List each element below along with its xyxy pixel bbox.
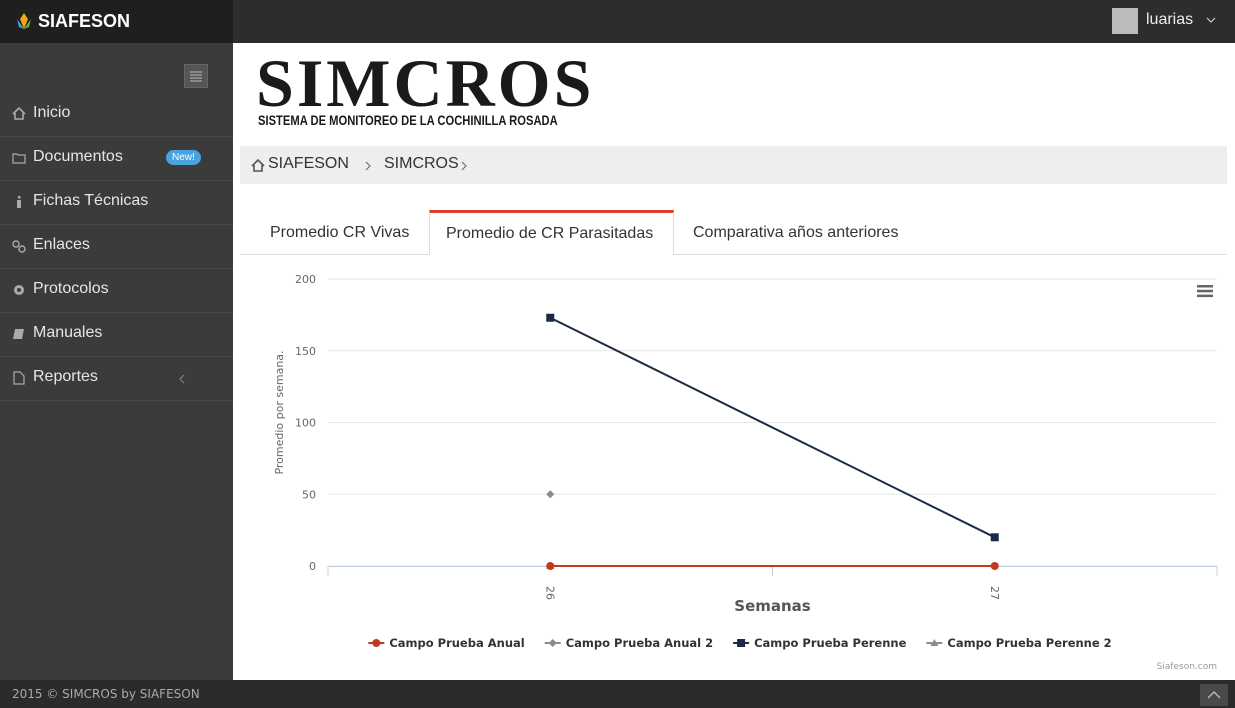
tab-line bbox=[240, 254, 1227, 255]
home-icon bbox=[251, 159, 265, 172]
menu-item[interactable]: Reportes bbox=[0, 357, 233, 401]
menu-item[interactable]: Manuales bbox=[0, 313, 233, 357]
menu-icon bbox=[12, 371, 26, 385]
menu-item[interactable]: Enlaces bbox=[0, 225, 233, 269]
menu-label: Enlaces bbox=[33, 236, 90, 254]
user-menu[interactable]: luarias bbox=[1146, 11, 1193, 29]
legend-label: Campo Prueba Anual 2 bbox=[566, 636, 713, 650]
menu-icon bbox=[12, 151, 26, 165]
menu-label: Documentos bbox=[33, 148, 123, 166]
legend-label: Campo Prueba Perenne 2 bbox=[947, 636, 1111, 650]
legend-item[interactable]: Campo Prueba Perenne bbox=[733, 636, 906, 650]
breadcrumb-link[interactable]: SIAFESON bbox=[268, 155, 349, 173]
tab[interactable]: Comparativa años anteriores bbox=[674, 210, 954, 254]
chart-menu-bar bbox=[1197, 285, 1213, 288]
menu-icon bbox=[12, 107, 26, 121]
logo-subtitle: SISTEMA DE MONITOREO DE LA COCHINILLA RO… bbox=[258, 112, 558, 128]
x-tick-label: 27 bbox=[988, 586, 1001, 600]
chart-menu-bar bbox=[1197, 290, 1213, 293]
tab[interactable]: Promedio CR Vivas bbox=[240, 210, 429, 254]
footer-text: 2015 © SIMCROS by SIAFESON bbox=[12, 687, 200, 701]
scroll-up-icon bbox=[1207, 690, 1221, 700]
y-tick-label: 0 bbox=[309, 560, 316, 573]
brand[interactable]: SIAFESON bbox=[38, 11, 130, 32]
brand-icon bbox=[14, 11, 34, 31]
point bbox=[991, 533, 999, 541]
menu-label: Fichas Técnicas bbox=[33, 192, 148, 210]
y-tick-label: 200 bbox=[295, 273, 316, 286]
y-tick-label: 150 bbox=[295, 345, 316, 358]
x-axis-title: Semanas bbox=[734, 597, 811, 615]
avatar[interactable] bbox=[1112, 8, 1138, 34]
chart: 0 50 100 150 200 26 27 Semanas Promedio por sema… bbox=[233, 256, 1235, 680]
x-tick-label: 26 bbox=[543, 586, 556, 600]
point bbox=[546, 562, 554, 570]
menu-icon bbox=[12, 239, 26, 253]
sidebar-toggle[interactable] bbox=[184, 64, 208, 88]
menu-item[interactable]: Protocolos bbox=[0, 269, 233, 313]
menu-label: Inicio bbox=[33, 104, 70, 122]
menu-item[interactable]: Fichas Técnicas bbox=[0, 181, 233, 225]
menu-icon bbox=[12, 327, 26, 341]
point bbox=[546, 314, 554, 322]
menu-label: Manuales bbox=[33, 324, 102, 342]
user-caret bbox=[1206, 17, 1216, 25]
tab-active[interactable]: Promedio de CR Parasitadas bbox=[429, 210, 674, 255]
page: SIAFESON luarias Inicio Documentos New! Fic… bbox=[0, 0, 1235, 708]
y-tick-label: 100 bbox=[295, 417, 316, 430]
breadcrumb-sep bbox=[364, 161, 372, 171]
breadcrumb-sep bbox=[460, 161, 468, 171]
legend-item[interactable]: Campo Prueba Perenne 2 bbox=[926, 636, 1111, 650]
y-tick-label: 50 bbox=[302, 488, 316, 501]
point bbox=[549, 639, 557, 647]
chart-menu-bar bbox=[1197, 295, 1213, 298]
breadcrumb-link[interactable]: SIMCROS bbox=[384, 155, 459, 173]
y-axis-title: Promedio por semana. bbox=[273, 350, 286, 474]
menu-icon bbox=[12, 195, 26, 209]
point bbox=[737, 639, 745, 647]
point bbox=[991, 562, 999, 570]
legend: Campo Prueba Anual Campo Prueba Anual 2 Ca… bbox=[368, 636, 1111, 650]
point bbox=[546, 490, 554, 498]
legend-item[interactable]: Campo Prueba Anual bbox=[368, 636, 524, 650]
menu-icon bbox=[12, 283, 26, 297]
legend-item[interactable]: Campo Prueba Anual 2 bbox=[545, 636, 713, 650]
menu-item[interactable]: Inicio bbox=[0, 93, 233, 137]
credits: Siafeson.com bbox=[1157, 662, 1217, 672]
legend-label: Campo Prueba Anual bbox=[389, 636, 524, 650]
menu-label: Reportes bbox=[33, 368, 98, 386]
menu-label: Protocolos bbox=[33, 280, 109, 298]
point bbox=[372, 639, 380, 647]
badge: New! bbox=[166, 150, 201, 165]
submenu-caret bbox=[178, 374, 186, 384]
legend-label: Campo Prueba Perenne bbox=[754, 636, 906, 650]
menu-item[interactable]: Documentos New! bbox=[0, 137, 233, 181]
